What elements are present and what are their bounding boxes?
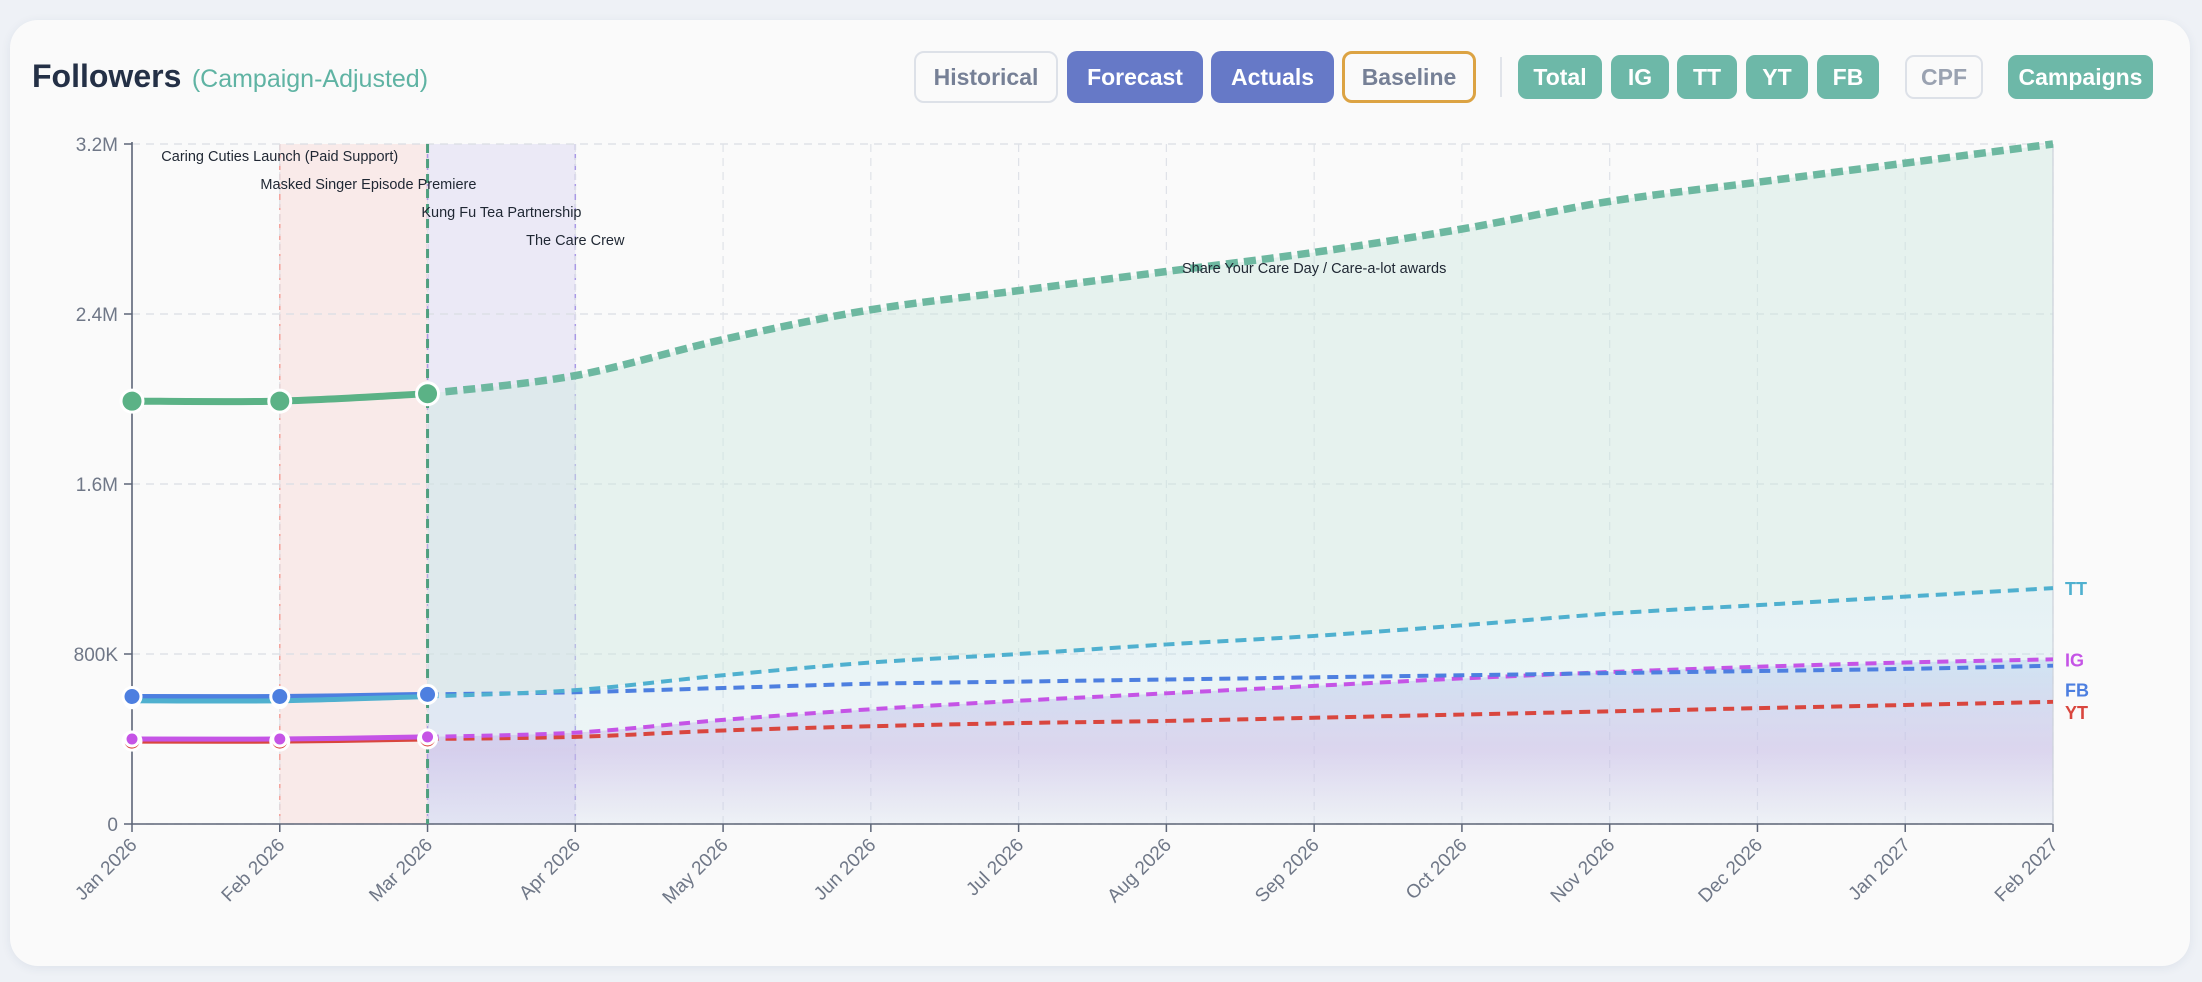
tt-forecast-line: [427, 586, 2054, 699]
baseline-button[interactable]: Baseline: [1342, 51, 1476, 103]
yt-forecast-line: [427, 699, 2054, 741]
x-tick-label: Jun 2026: [810, 835, 880, 905]
y-tick-label: 2.4M: [76, 305, 118, 326]
ig-filter-button[interactable]: IG: [1611, 55, 1669, 99]
ig-data-point: [419, 728, 437, 746]
forecast-button[interactable]: Forecast: [1067, 51, 1203, 103]
x-tick-label: Jan 2027: [1845, 835, 1915, 905]
toolbar: Historical Forecast Actuals Baseline Tot…: [0, 51, 2202, 103]
x-tick-label: Jul 2026: [963, 835, 1029, 901]
x-tick-label: Apr 2026: [515, 835, 584, 904]
y-tick-label: 1.6M: [76, 475, 118, 496]
x-tick-label: Nov 2026: [1547, 835, 1619, 907]
x-tick-label: Aug 2026: [1104, 835, 1176, 907]
campaign-annotation: Kung Fu Tea Partnership: [421, 205, 581, 221]
tt-filter-button[interactable]: TT: [1677, 55, 1737, 99]
campaign-annotation: The Care Crew: [526, 233, 625, 249]
fb-data-point: [269, 686, 291, 707]
ig-data-point: [123, 730, 141, 748]
ig-end-label: IG: [2065, 650, 2084, 670]
cpf-toggle-button[interactable]: CPF: [1905, 55, 1983, 99]
y-tick-label: 3.2M: [76, 135, 118, 156]
x-tick-label: May 2026: [659, 835, 733, 909]
total-forecast-area: [427, 144, 2053, 697]
toolbar-divider: [1500, 57, 1502, 97]
campaigns-toggle-button[interactable]: Campaigns: [2008, 55, 2153, 99]
total-data-point: [119, 388, 145, 414]
platform-forecast-area: [427, 659, 2053, 824]
fb-data-point: [121, 686, 143, 707]
ig-data-point: [271, 730, 289, 748]
x-tick-label: Sep 2026: [1251, 835, 1323, 907]
tt-end-label: TT: [2065, 579, 2087, 599]
fb-end-label: FB: [2065, 681, 2089, 701]
x-tick-label: Feb 2027: [1991, 835, 2063, 907]
fb-forecast-line: [427, 663, 2054, 697]
y-tick-label: 800K: [74, 645, 119, 666]
x-tick-label: Dec 2026: [1695, 835, 1767, 907]
total-data-point: [415, 381, 441, 407]
campaign-annotation: Masked Singer Episode Premiere: [260, 177, 476, 193]
fb-data-point: [417, 683, 439, 705]
x-tick-label: Mar 2026: [365, 835, 437, 907]
actuals-button[interactable]: Actuals: [1211, 51, 1334, 103]
campaign-annotation: Caring Cuties Launch (Paid Support): [161, 149, 398, 165]
historical-button[interactable]: Historical: [914, 51, 1058, 103]
x-tick-label: Oct 2026: [1402, 835, 1471, 904]
fb-filter-button[interactable]: FB: [1817, 55, 1879, 99]
yt-end-label: YT: [2065, 703, 2088, 723]
yt-filter-button[interactable]: YT: [1746, 55, 1808, 99]
y-tick-label: 0: [107, 815, 118, 836]
chart-title: Followers: [32, 58, 182, 94]
ig-forecast-line: [427, 657, 2054, 739]
x-tick-label: Jan 2026: [71, 835, 141, 905]
total-filter-button[interactable]: Total: [1518, 55, 1602, 99]
chart-subtitle: (Campaign-Adjusted): [191, 65, 429, 93]
total-data-point: [267, 388, 293, 414]
chart-header: Followers (Campaign-Adjusted): [32, 58, 428, 95]
x-tick-label: Feb 2026: [218, 835, 290, 907]
campaign-annotation: Share Your Care Day / Care-a-lot awards: [1182, 261, 1446, 277]
